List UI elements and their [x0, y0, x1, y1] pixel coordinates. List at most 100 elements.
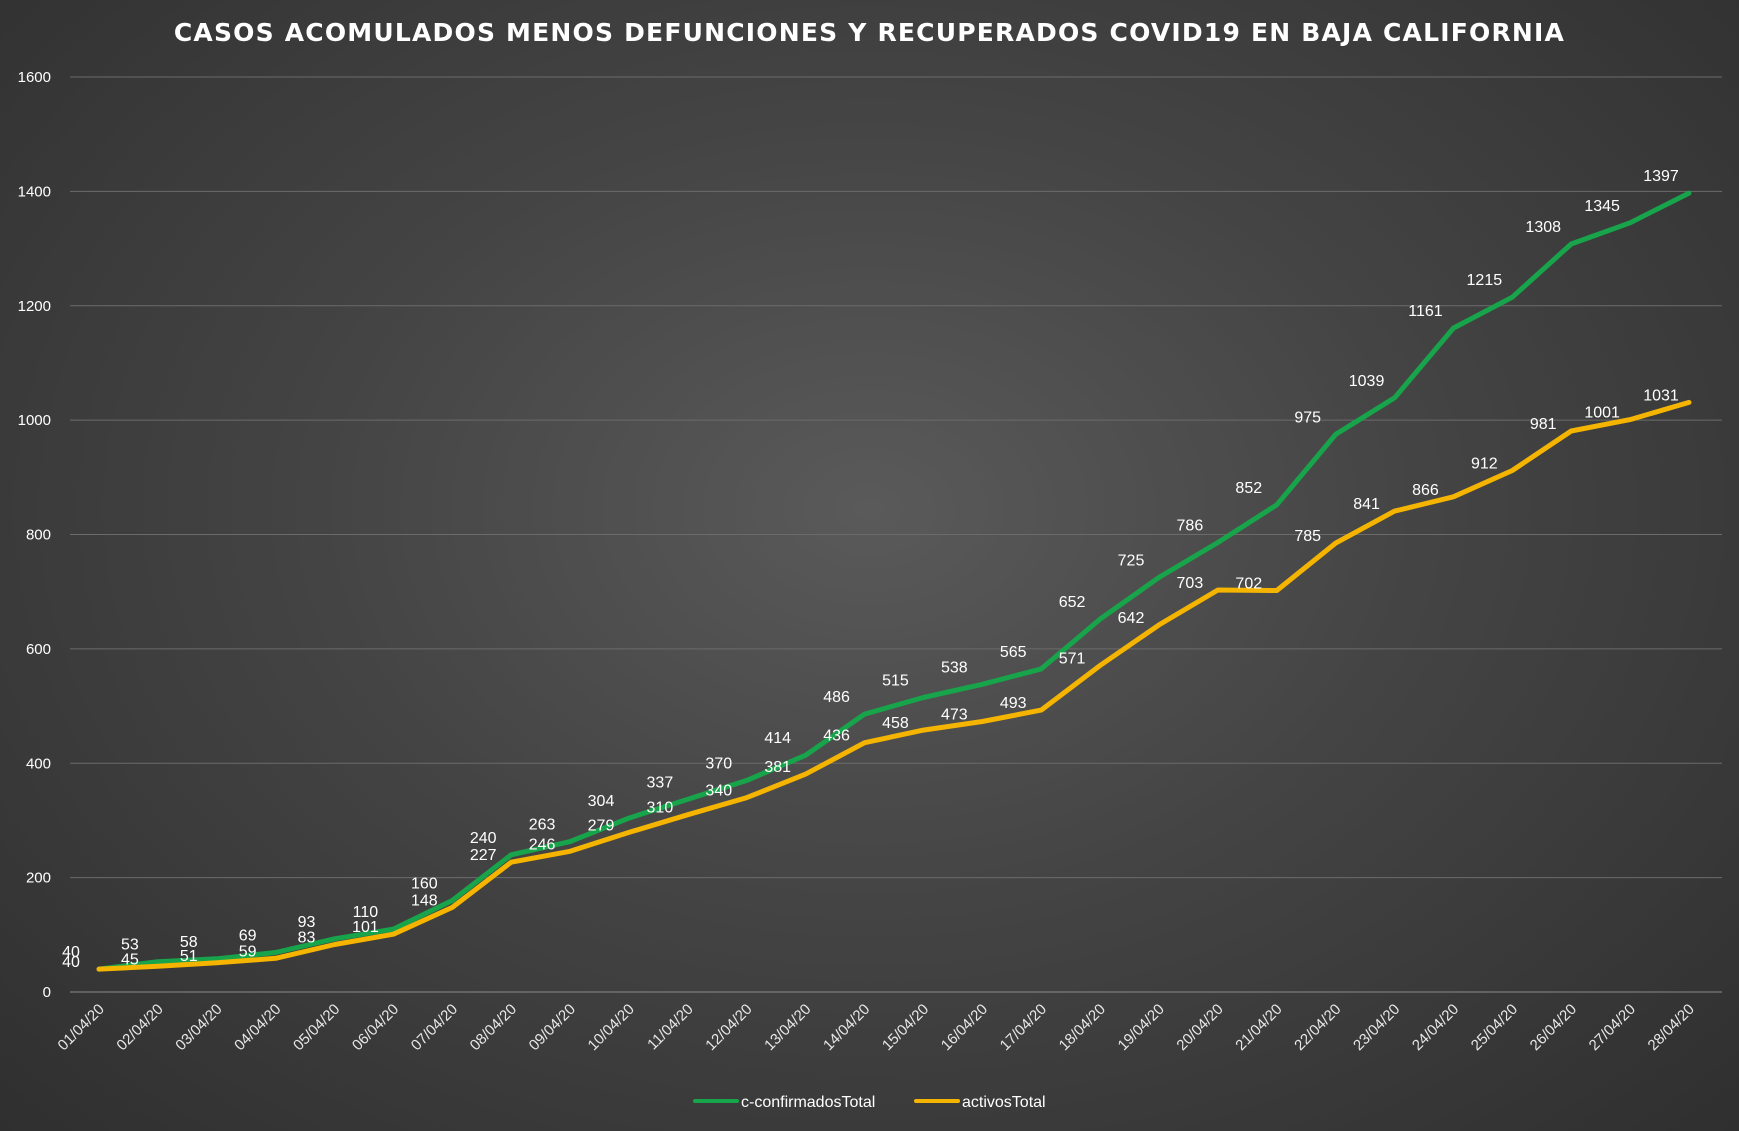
data-label: 263 [529, 817, 556, 834]
data-label: 59 [239, 943, 257, 960]
x-tick-label: 16/04/20 [938, 1001, 991, 1054]
x-tick-label: 03/04/20 [172, 1001, 225, 1054]
series-line [96, 399, 1692, 972]
data-label: 786 [1177, 518, 1204, 535]
y-tick-label: 1600 [18, 69, 51, 86]
x-tick-label: 04/04/20 [231, 1001, 284, 1054]
data-label: 40 [62, 954, 80, 971]
x-tick-label: 26/04/20 [1527, 1001, 1580, 1054]
data-label: 227 [470, 847, 497, 864]
data-label: 493 [1000, 695, 1027, 712]
data-label: 1161 [1408, 303, 1443, 320]
series-activosTotal [96, 399, 1692, 972]
legend-item-c-confirmadosTotal: c-confirmadosTotal [693, 1094, 875, 1111]
y-axis: 0 200 400 600 800 1000 1200 1400 1600 [18, 69, 51, 1001]
data-label: 160 [411, 876, 438, 893]
data-label: 279 [588, 817, 615, 834]
data-label: 785 [1294, 528, 1321, 545]
x-tick-label: 15/04/20 [879, 1001, 932, 1054]
data-label: 340 [705, 783, 732, 800]
data-label: 852 [1235, 480, 1262, 497]
data-label: 1001 [1584, 405, 1620, 422]
data-label: 53 [121, 937, 139, 954]
data-label: 381 [764, 759, 791, 776]
x-tick-label: 05/04/20 [290, 1001, 343, 1054]
data-label: 45 [121, 951, 139, 968]
data-label: 83 [298, 930, 316, 947]
data-label: 1397 [1643, 168, 1679, 185]
x-tick-label: 11/04/20 [644, 1001, 697, 1054]
data-label: 642 [1118, 610, 1145, 627]
gridlines [70, 76, 1722, 993]
data-label: 110 [353, 904, 379, 921]
y-tick-label: 0 [43, 984, 51, 1001]
y-tick-label: 200 [26, 870, 51, 887]
x-tick-label: 18/04/20 [1056, 1001, 1109, 1054]
data-label: 571 [1059, 650, 1086, 667]
data-label: 51 [180, 948, 198, 965]
y-tick-label: 800 [26, 527, 51, 544]
data-label: 414 [764, 730, 791, 747]
data-label: 69 [239, 928, 257, 945]
data-label: 458 [882, 715, 909, 732]
x-tick-label: 09/04/20 [526, 1001, 579, 1054]
data-label: 473 [941, 707, 968, 724]
data-label: 337 [647, 774, 674, 791]
x-tick-label: 14/04/20 [820, 1001, 873, 1054]
x-tick-label: 20/04/20 [1173, 1001, 1226, 1054]
y-tick-label: 1000 [18, 412, 51, 429]
data-labels-c-confirmadosTotal: 40 53 58 69 93 110 160 240 263 304 337 370 414 486 515… [62, 168, 1679, 961]
y-tick-label: 1200 [18, 298, 51, 315]
data-label: 436 [823, 728, 850, 745]
y-tick-label: 400 [26, 755, 51, 772]
x-tick-label: 21/04/20 [1232, 1001, 1285, 1054]
data-label: 93 [298, 914, 316, 931]
x-tick-label: 17/04/20 [997, 1001, 1050, 1054]
x-tick-label: 08/04/20 [467, 1001, 520, 1054]
legend-item-activosTotal: activosTotal [914, 1094, 1046, 1111]
data-label: 370 [705, 755, 732, 772]
x-tick-label: 10/04/20 [585, 1001, 638, 1054]
x-tick-label: 25/04/20 [1468, 1001, 1521, 1054]
data-label: 866 [1412, 482, 1439, 499]
data-labels-activosTotal: 40 45 51 59 83 101 148 227 246 279 310 340 381 436 458… [62, 387, 1679, 971]
data-label: 975 [1294, 409, 1321, 426]
data-label: 702 [1235, 576, 1262, 593]
data-label: 841 [1353, 496, 1380, 513]
y-tick-label: 1400 [18, 183, 51, 200]
data-label: 981 [1530, 416, 1557, 433]
data-label: 515 [882, 672, 909, 689]
data-label: 304 [588, 793, 615, 810]
data-label: 565 [1000, 644, 1027, 661]
x-tick-label: 12/04/20 [702, 1001, 755, 1054]
x-axis: 01/04/20 02/04/20 03/04/20 04/04/20 05/04/20… [55, 1001, 1698, 1054]
x-tick-label: 24/04/20 [1409, 1001, 1462, 1054]
data-label: 148 [411, 892, 438, 909]
x-tick-label: 06/04/20 [349, 1001, 402, 1054]
data-label: 652 [1059, 594, 1086, 611]
x-tick-label: 28/04/20 [1645, 1001, 1698, 1054]
data-label: 912 [1471, 455, 1498, 472]
chart-title: CASOS ACOMULADOS MENOS DEFUNCIONES Y REC… [173, 18, 1566, 47]
data-label: 240 [470, 830, 497, 847]
data-label: 1215 [1467, 272, 1503, 289]
data-label: 58 [180, 934, 198, 951]
series-c-confirmadosTotal [96, 190, 1692, 972]
data-label: 1308 [1525, 219, 1561, 236]
series-line [96, 190, 1692, 972]
data-label: 310 [647, 800, 674, 817]
data-label: 538 [941, 659, 968, 676]
legend-label: activosTotal [962, 1094, 1046, 1111]
data-label: 725 [1118, 552, 1145, 569]
data-label: 1031 [1643, 387, 1679, 404]
x-tick-label: 02/04/20 [113, 1001, 166, 1054]
y-tick-label: 600 [26, 641, 51, 658]
x-tick-label: 07/04/20 [408, 1001, 461, 1054]
data-label: 1345 [1584, 198, 1620, 215]
data-label: 1039 [1349, 373, 1385, 390]
data-label: 486 [823, 689, 850, 706]
x-tick-label: 22/04/20 [1291, 1001, 1344, 1054]
x-tick-label: 27/04/20 [1586, 1001, 1639, 1054]
